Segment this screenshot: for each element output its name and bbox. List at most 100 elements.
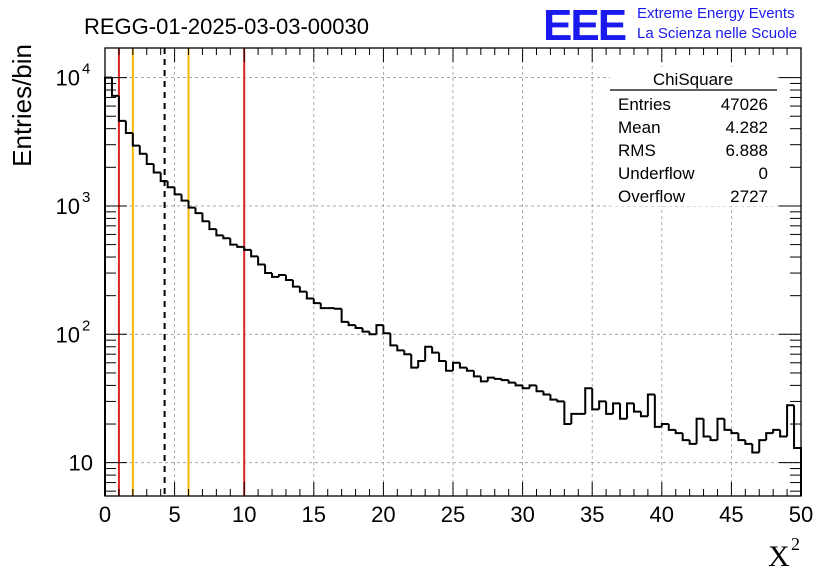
y-axis-label: Entries/bin bbox=[7, 44, 37, 167]
histogram-bin bbox=[396, 345, 405, 352]
histogram-bin bbox=[744, 440, 753, 445]
histogram-bin bbox=[431, 346, 440, 354]
histogram-bin bbox=[563, 401, 572, 426]
y-tick-label-base: 10 bbox=[56, 322, 80, 347]
histogram-bin bbox=[716, 417, 725, 441]
histogram-bin bbox=[284, 274, 293, 281]
stats-row-value: 4.282 bbox=[725, 118, 768, 137]
histogram-bin bbox=[208, 221, 217, 231]
histogram-bin bbox=[166, 181, 175, 189]
x-axis-label: X 2 bbox=[768, 534, 800, 572]
y-tick-label: 10 bbox=[69, 451, 93, 476]
histogram-bin bbox=[194, 207, 203, 215]
histogram-bin bbox=[104, 76, 112, 496]
y-tick-label-base: 10 bbox=[56, 66, 80, 91]
histogram-bin bbox=[472, 370, 481, 378]
x-tick-label: 35 bbox=[580, 502, 604, 527]
histogram-bin bbox=[438, 352, 447, 362]
stats-row-value: 6.888 bbox=[725, 141, 768, 160]
histogram-bin bbox=[751, 443, 760, 454]
histogram-bin bbox=[570, 412, 579, 425]
histogram-bin bbox=[458, 362, 467, 369]
histogram-bin bbox=[215, 229, 224, 237]
histogram-bin bbox=[626, 402, 634, 419]
histogram-bin bbox=[340, 308, 349, 323]
y-tick-label: 10 3 bbox=[56, 189, 91, 219]
histogram-bin bbox=[528, 384, 537, 389]
y-tick-label-base: 10 bbox=[69, 451, 93, 476]
histogram-bin bbox=[271, 273, 279, 278]
histogram-bin bbox=[514, 382, 523, 387]
marker-lines bbox=[117, 48, 246, 496]
histogram-bin bbox=[424, 345, 433, 361]
histogram-bin bbox=[445, 360, 453, 372]
histogram-bin bbox=[145, 153, 154, 166]
y-tick-label-base: 10 bbox=[56, 194, 80, 219]
histogram-bin bbox=[619, 403, 627, 420]
x-tick-label: 15 bbox=[302, 502, 326, 527]
histogram-bin bbox=[584, 387, 593, 414]
histogram-bin bbox=[417, 359, 426, 368]
x-tick-label: 10 bbox=[232, 502, 256, 527]
histogram-bin bbox=[389, 333, 398, 347]
stats-row-label: Overflow bbox=[618, 187, 686, 206]
histogram-bin bbox=[291, 279, 300, 288]
stats-row-label: RMS bbox=[618, 141, 656, 160]
histogram-bin bbox=[410, 354, 419, 369]
histogram-bin bbox=[723, 418, 732, 431]
histogram-bin bbox=[667, 424, 676, 431]
histogram-bin bbox=[779, 429, 788, 438]
histogram-bin bbox=[500, 378, 509, 382]
histogram-bin bbox=[243, 246, 252, 251]
histogram-bin bbox=[305, 291, 314, 300]
histogram-bin bbox=[702, 418, 711, 438]
histogram-bin bbox=[354, 325, 363, 329]
histogram-bin bbox=[250, 249, 259, 258]
stats-box: ChiSquare Entries 47026 Mean 4.282 RMS 6.888 U… bbox=[610, 67, 777, 206]
histogram-bin bbox=[737, 433, 746, 442]
histogram-bin bbox=[375, 324, 384, 335]
histogram-bin bbox=[507, 380, 516, 384]
histogram-bin bbox=[493, 377, 502, 380]
histogram-bin bbox=[521, 385, 530, 390]
eee-logo-line1: Extreme Energy Events bbox=[637, 5, 795, 22]
x-tick-label: 45 bbox=[719, 502, 743, 527]
histogram-bin bbox=[298, 286, 307, 293]
histogram-bin bbox=[131, 133, 140, 147]
histogram-bin bbox=[152, 164, 161, 174]
x-axis-label-superscript: 2 bbox=[791, 534, 800, 554]
stats-row-value: 47026 bbox=[721, 95, 768, 114]
histogram-bin bbox=[236, 244, 245, 248]
histogram-bin bbox=[159, 172, 168, 183]
histogram-bin bbox=[598, 400, 607, 410]
stats-row-value: 2727 bbox=[730, 187, 768, 206]
histogram-bin bbox=[660, 423, 669, 427]
histogram-bin bbox=[688, 440, 697, 445]
histogram-bin bbox=[695, 417, 704, 444]
histogram-bin bbox=[257, 256, 266, 266]
histogram-bin bbox=[319, 303, 328, 310]
histogram-bin bbox=[312, 298, 321, 305]
histogram-bin bbox=[605, 401, 614, 415]
y-tick-label-exponent: 4 bbox=[82, 61, 90, 78]
y-tick-label-exponent: 2 bbox=[82, 317, 90, 334]
histogram-bin bbox=[591, 388, 600, 411]
histogram-bin bbox=[542, 391, 551, 396]
x-tick-label: 25 bbox=[441, 502, 465, 527]
x-tick-label: 40 bbox=[650, 502, 674, 527]
histogram-bin bbox=[486, 376, 495, 382]
histogram-bin bbox=[612, 402, 621, 414]
histogram-bin bbox=[229, 238, 238, 246]
histogram-bin bbox=[479, 376, 488, 383]
histogram-bin bbox=[632, 403, 641, 413]
x-tick-label: 20 bbox=[371, 502, 395, 527]
stats-row-value: 0 bbox=[759, 164, 768, 183]
x-axis-ticks: 0 5 10 15 20 25 30 35 40 45 50 bbox=[99, 48, 813, 527]
histogram-bin bbox=[646, 393, 655, 417]
histogram-bin bbox=[549, 394, 558, 401]
histogram-bin bbox=[556, 399, 565, 403]
x-tick-label: 50 bbox=[789, 502, 813, 527]
y-tick-label: 10 2 bbox=[56, 317, 91, 347]
histogram-bin bbox=[124, 120, 133, 135]
